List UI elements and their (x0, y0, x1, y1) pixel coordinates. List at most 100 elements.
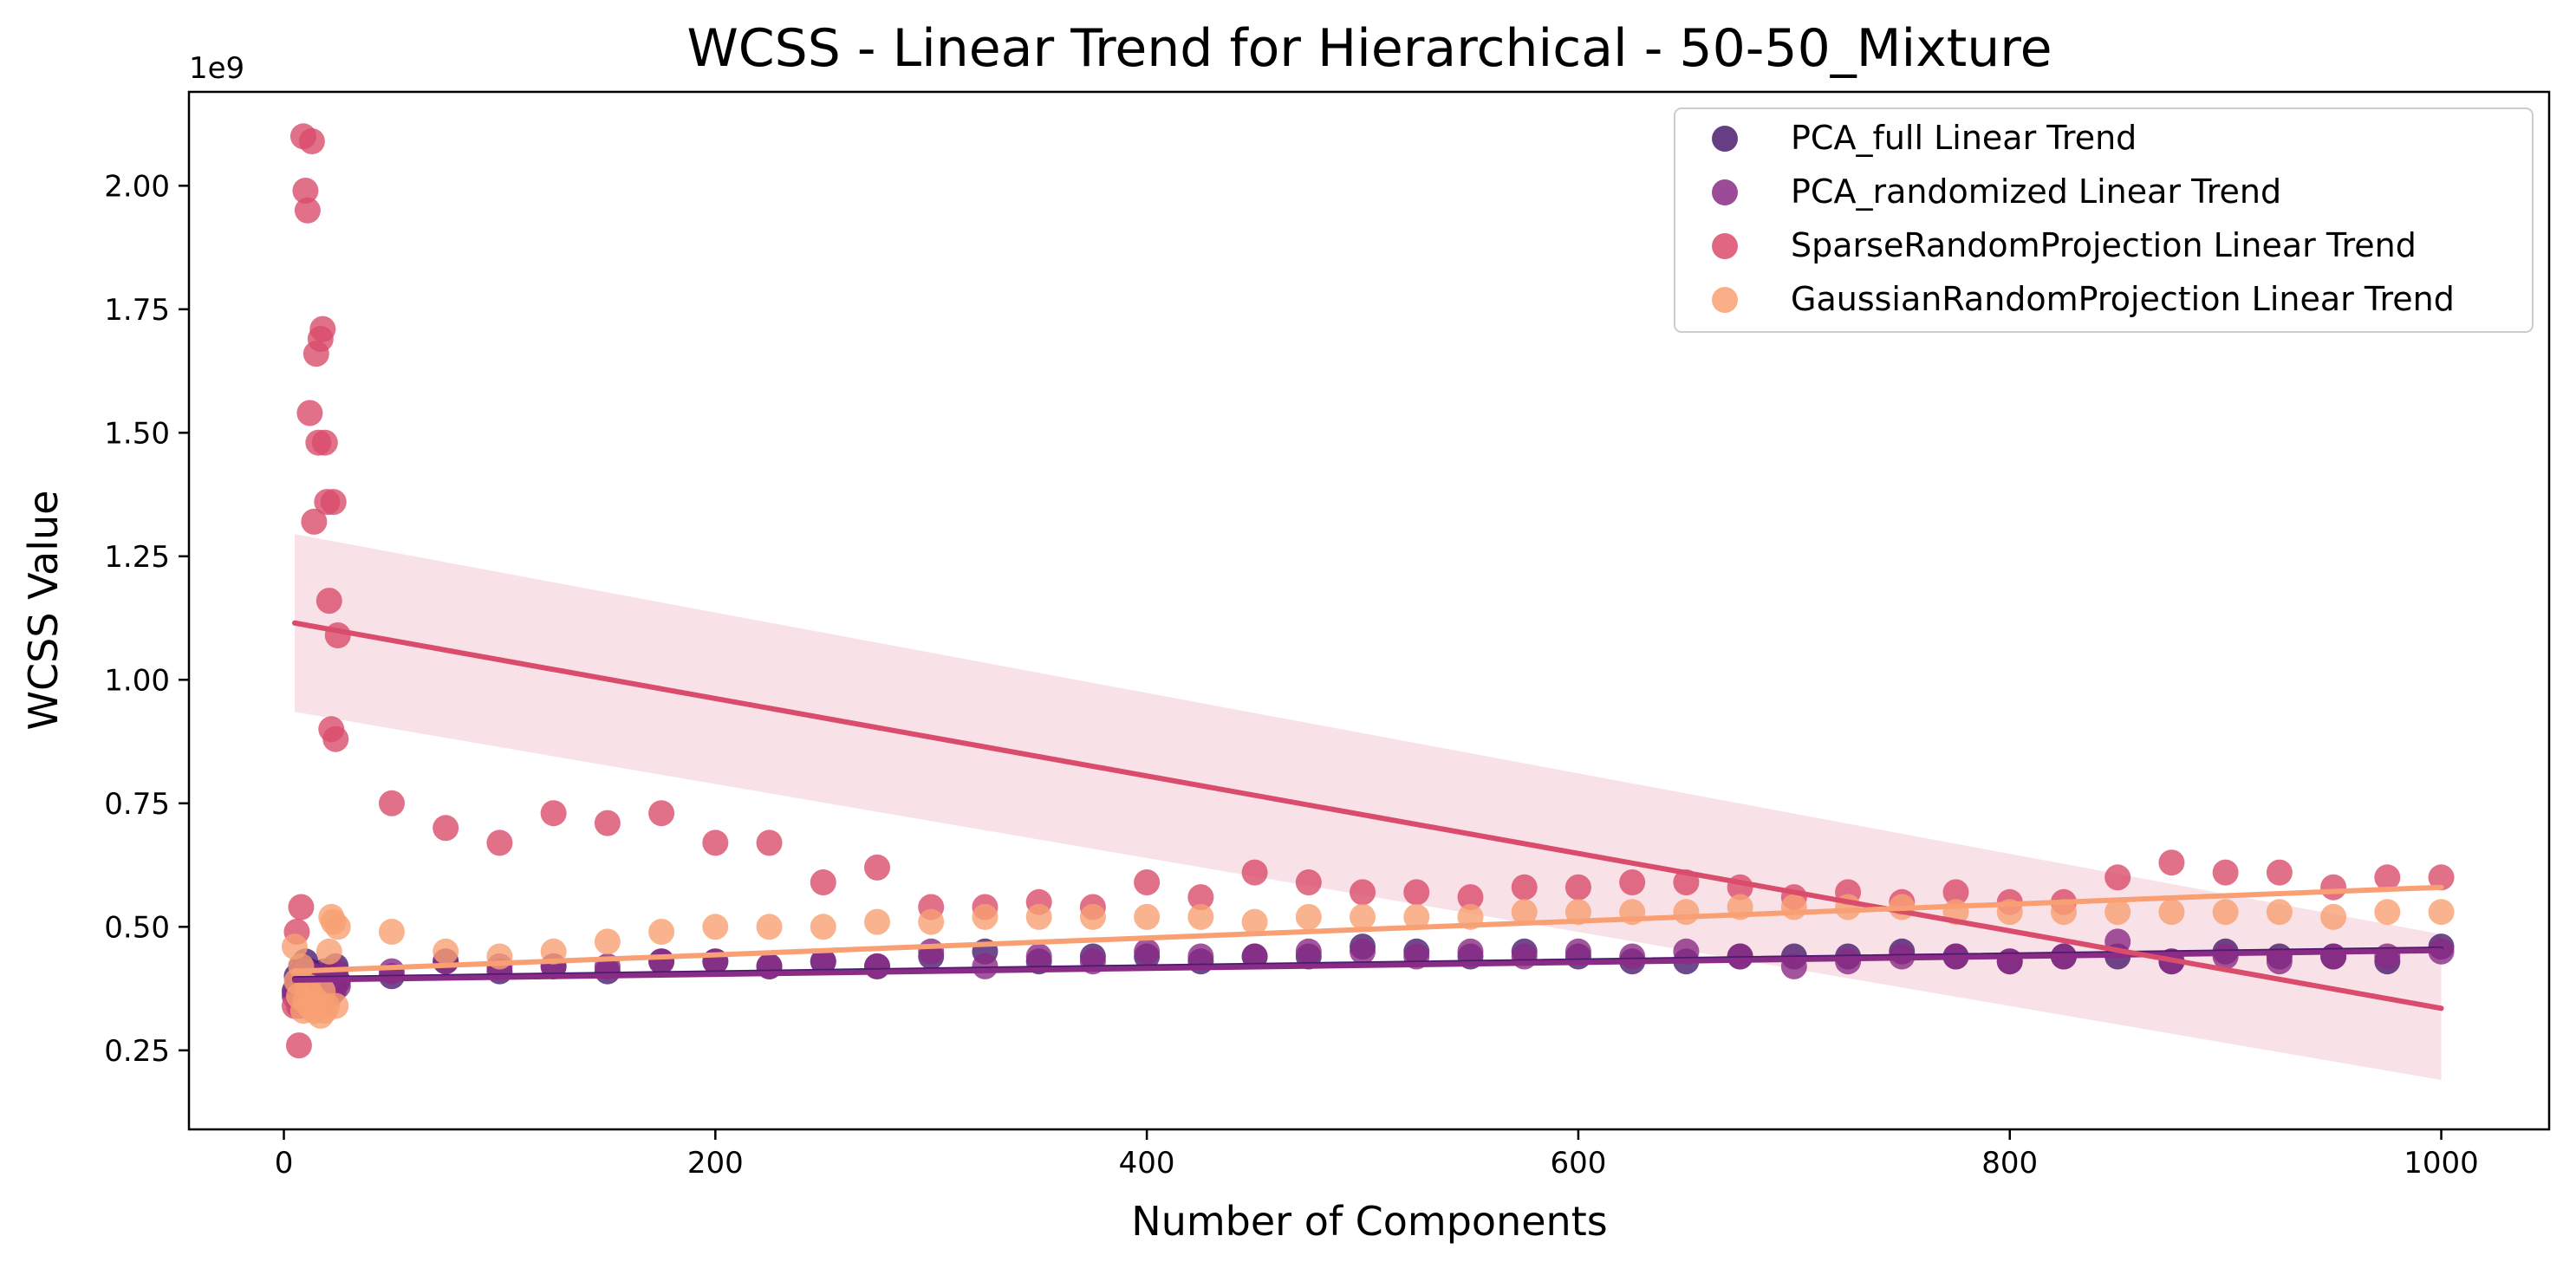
point-pca-randomized-linear-trend (972, 953, 999, 979)
point-gaussianrandomprojection-linear-trend (1403, 903, 1430, 930)
point-sparserandomprojection-linear-trend (324, 622, 351, 648)
point-pca-randomized-linear-trend (1187, 943, 1214, 970)
point-sparserandomprojection-linear-trend (648, 800, 675, 827)
point-gaussianrandomprojection-linear-trend (1187, 903, 1214, 930)
point-gaussianrandomprojection-linear-trend (433, 938, 459, 965)
y-offset-label: 1e9 (189, 51, 244, 86)
point-pca-randomized-linear-trend (1457, 938, 1484, 965)
point-sparserandomprojection-linear-trend (292, 178, 319, 204)
point-gaussianrandomprojection-linear-trend (1025, 903, 1052, 930)
point-gaussianrandomprojection-linear-trend (281, 933, 308, 960)
point-sparserandomprojection-linear-trend (320, 489, 347, 516)
point-sparserandomprojection-linear-trend (1942, 879, 1969, 906)
point-sparserandomprojection-linear-trend (702, 829, 729, 856)
point-gaussianrandomprojection-linear-trend (1780, 894, 1807, 920)
y-tick-label: 2.00 (104, 169, 170, 204)
y-tick-label: 1.00 (104, 663, 170, 698)
point-sparserandomprojection-linear-trend (1241, 859, 1268, 886)
point-gaussianrandomprojection-linear-trend (1079, 903, 1106, 930)
point-pca-randomized-linear-trend (648, 948, 675, 975)
point-sparserandomprojection-linear-trend (1134, 869, 1161, 895)
point-gaussianrandomprojection-linear-trend (918, 908, 945, 935)
point-gaussianrandomprojection-linear-trend (1673, 899, 1700, 926)
point-sparserandomprojection-linear-trend (288, 894, 315, 920)
point-gaussianrandomprojection-linear-trend (540, 938, 567, 965)
point-sparserandomprojection-linear-trend (301, 508, 328, 535)
x-tick-label: 800 (1981, 1146, 2038, 1181)
chart-title: WCSS - Linear Trend for Hierarchical - 5… (686, 18, 2052, 79)
point-pca-randomized-linear-trend (1295, 938, 1322, 965)
point-pca-randomized-linear-trend (810, 948, 836, 975)
y-axis-ticks: 0.25 0.50 0.75 1.00 1.25 1.50 1.75 2.00 (104, 169, 189, 1069)
legend: PCA_full Linear Trend PCA_randomized Lin… (1674, 107, 2534, 333)
point-sparserandomprojection-linear-trend (486, 829, 513, 856)
point-sparserandomprojection-linear-trend (1564, 874, 1591, 901)
point-sparserandomprojection-linear-trend (311, 429, 338, 456)
point-gaussianrandomprojection-linear-trend (702, 914, 729, 940)
point-sparserandomprojection-linear-trend (2374, 864, 2401, 891)
point-sparserandomprojection-linear-trend (294, 197, 321, 224)
y-tick-label: 0.75 (104, 787, 170, 822)
point-sparserandomprojection-linear-trend (1350, 879, 1376, 906)
point-sparserandomprojection-linear-trend (298, 128, 325, 154)
plot-frame (187, 90, 2551, 1131)
point-gaussianrandomprojection-linear-trend (1350, 903, 1376, 930)
legend-box (1674, 107, 2534, 333)
point-gaussianrandomprojection-linear-trend (2428, 899, 2455, 926)
point-gaussianrandomprojection-linear-trend (2374, 899, 2401, 926)
y-tick-label: 1.50 (104, 416, 170, 451)
point-sparserandomprojection-linear-trend (756, 829, 783, 856)
legend-marker-pca-randomized (1712, 179, 1738, 205)
point-sparserandomprojection-linear-trend (810, 869, 836, 895)
point-sparserandomprojection-linear-trend (540, 800, 567, 827)
point-gaussianrandomprojection-linear-trend (315, 938, 342, 965)
x-tick-label: 200 (687, 1146, 744, 1181)
point-sparserandomprojection-linear-trend (594, 810, 621, 836)
point-gaussianrandomprojection-linear-trend (1295, 903, 1322, 930)
trend-line-pca-randomized-linear-trend (291, 947, 2444, 983)
point-sparserandomprojection-linear-trend (2212, 859, 2239, 886)
legend-marker-sparse-random-projection (1712, 233, 1738, 259)
x-tick-label: 0 (275, 1146, 294, 1181)
y-axis-label: WCSS Value (20, 491, 67, 731)
point-gaussianrandomprojection-linear-trend (1241, 908, 1268, 935)
point-gaussianrandomprojection-linear-trend (648, 919, 675, 945)
point-sparserandomprojection-linear-trend (1511, 874, 1538, 901)
point-sparserandomprojection-linear-trend (864, 854, 891, 881)
trend-line-gaussianrandomprojection-linear-trend (291, 884, 2444, 974)
point-pca-randomized-linear-trend (1025, 943, 1052, 970)
point-gaussianrandomprojection-linear-trend (810, 914, 836, 940)
point-pca-randomized-linear-trend (1134, 938, 1161, 965)
legend-label-sparse-random-projection: SparseRandomProjection Linear Trend (1791, 226, 2417, 264)
point-sparserandomprojection-linear-trend (315, 588, 342, 615)
point-gaussianrandomprojection-linear-trend (972, 903, 999, 930)
point-gaussianrandomprojection-linear-trend (322, 992, 349, 1019)
y-tick-label: 1.75 (104, 293, 170, 328)
point-pca-randomized-linear-trend (864, 953, 891, 979)
point-gaussianrandomprojection-linear-trend (864, 908, 891, 935)
point-pca-randomized-linear-trend (2320, 943, 2347, 970)
point-sparserandomprojection-linear-trend (1187, 884, 1214, 911)
y-tick-label: 0.50 (104, 910, 170, 945)
point-sparserandomprojection-linear-trend (1403, 879, 1430, 906)
point-gaussianrandomprojection-linear-trend (2266, 899, 2293, 926)
point-gaussianrandomprojection-linear-trend (1511, 899, 1538, 926)
point-sparserandomprojection-linear-trend (2104, 864, 2131, 891)
point-pca-randomized-linear-trend (1619, 943, 1646, 970)
point-sparserandomprojection-linear-trend (378, 790, 405, 816)
point-gaussianrandomprojection-linear-trend (2158, 899, 2185, 926)
point-sparserandomprojection-linear-trend (1457, 884, 1484, 911)
point-sparserandomprojection-linear-trend (285, 1032, 312, 1059)
point-sparserandomprojection-linear-trend (2266, 859, 2293, 886)
point-gaussianrandomprojection-linear-trend (2212, 899, 2239, 926)
y-tick-label: 1.25 (104, 540, 170, 575)
x-axis-ticks: 0 200 400 600 800 1000 (275, 1129, 2479, 1181)
point-pca-randomized-linear-trend (1350, 938, 1376, 965)
trend-line-sparserandomprojection-linear-trend (291, 620, 2444, 1012)
x-tick-label: 400 (1119, 1146, 1175, 1181)
point-gaussianrandomprojection-linear-trend (756, 914, 783, 940)
point-pca-randomized-linear-trend (918, 938, 945, 965)
legend-label-pca-randomized: PCA_randomized Linear Trend (1791, 172, 2281, 211)
point-gaussianrandomprojection-linear-trend (594, 928, 621, 955)
